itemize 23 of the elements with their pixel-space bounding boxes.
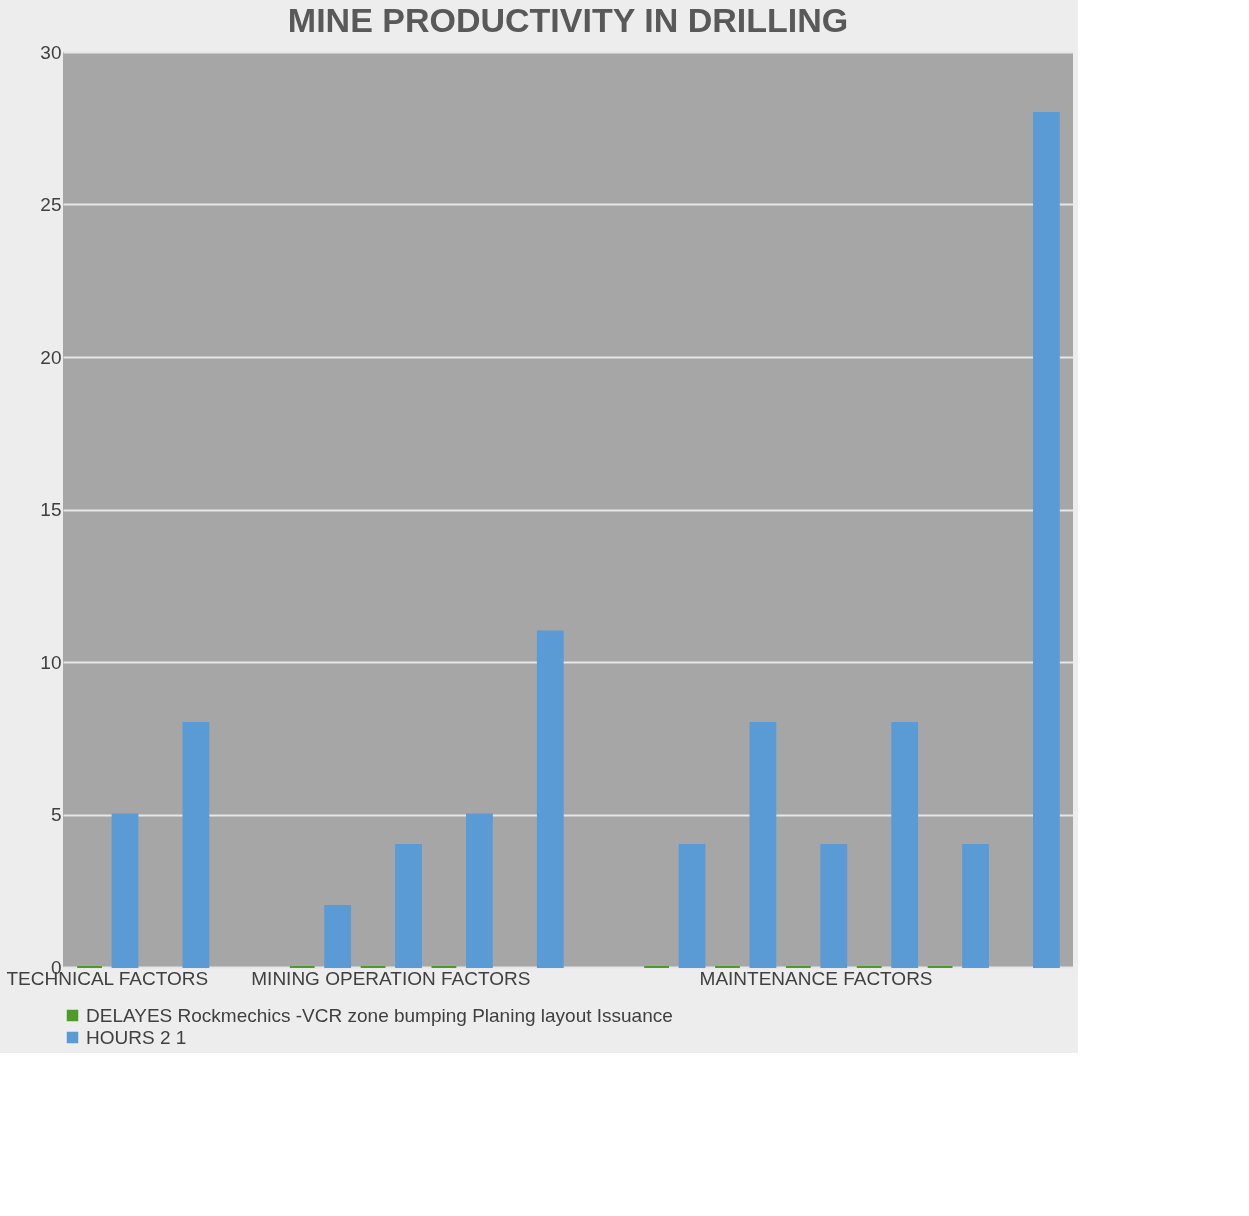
bar bbox=[111, 813, 139, 968]
bar bbox=[749, 722, 777, 968]
chart-title: MINE PRODUCTIVITY IN DRILLING bbox=[287, 1, 849, 39]
bar bbox=[536, 630, 564, 968]
bar bbox=[891, 722, 919, 968]
y-tick-label: 15 bbox=[40, 499, 62, 520]
bar bbox=[962, 844, 989, 968]
legend-label: HOURS 2 1 bbox=[86, 1026, 187, 1048]
bar bbox=[324, 905, 352, 968]
x-tick-label: MAINTENANCE FACTORS bbox=[699, 967, 933, 989]
x-tick-label: MINING OPERATION FACTORS bbox=[251, 967, 531, 989]
y-tick-label: 10 bbox=[40, 651, 62, 673]
legend-label: DELAYES Rockmechics -VCR zone bumping Planing layout Issuance bbox=[86, 1004, 673, 1026]
y-tick-label: 30 bbox=[40, 41, 62, 63]
bar bbox=[182, 722, 210, 968]
y-tick-label: 5 bbox=[50, 804, 62, 825]
bar bbox=[466, 813, 493, 968]
bar bbox=[678, 844, 706, 968]
bar bbox=[1033, 112, 1060, 968]
bar bbox=[395, 844, 422, 968]
bar bbox=[820, 844, 848, 968]
y-tick-label: 25 bbox=[40, 194, 62, 215]
y-tick-label: 20 bbox=[40, 346, 62, 368]
